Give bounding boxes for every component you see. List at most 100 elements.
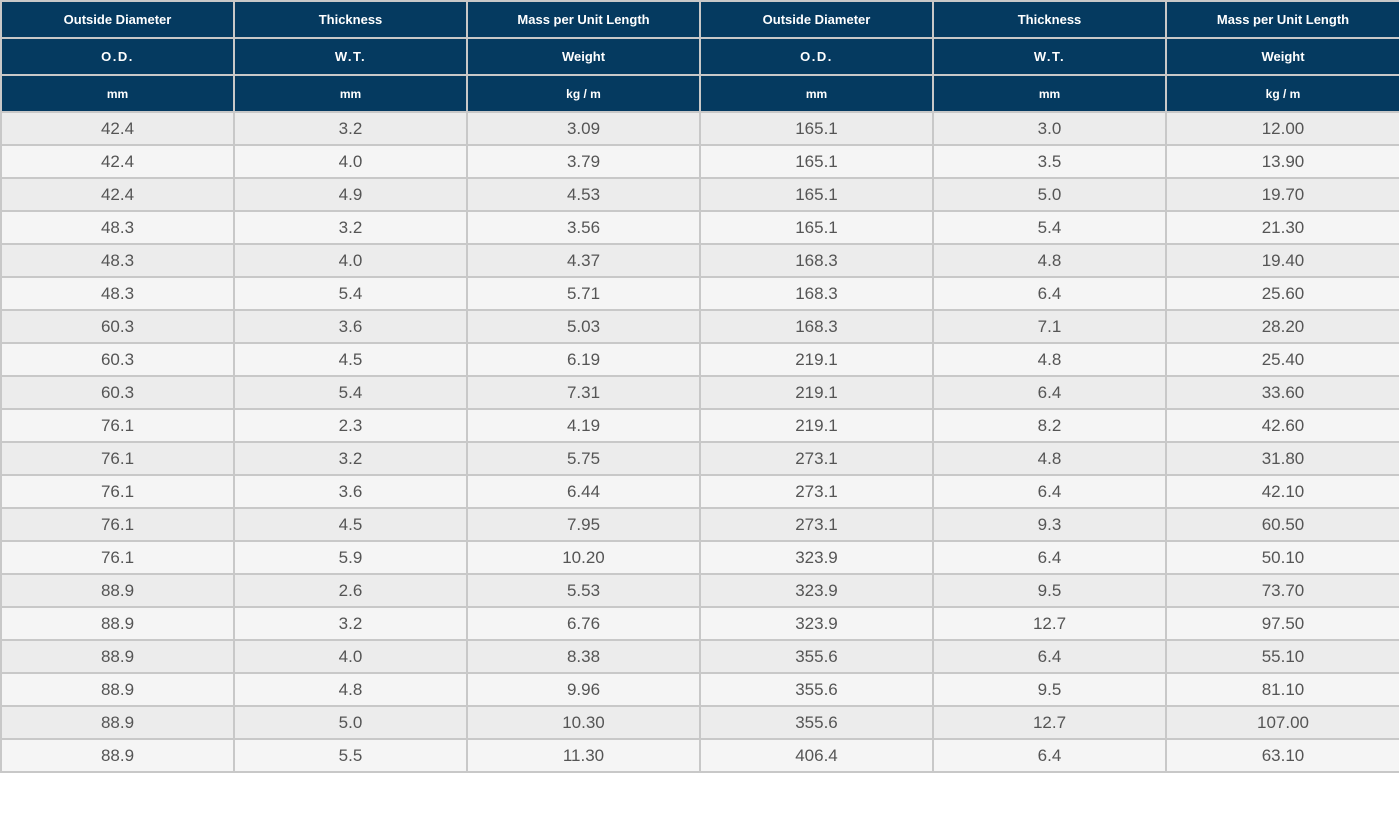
table-cell: 3.09	[466, 111, 701, 146]
header-row-names: Outside Diameter Thickness Mass per Unit…	[0, 0, 1399, 39]
header-mass-per-unit-length-2: Mass per Unit Length	[1165, 0, 1399, 39]
table-cell: 6.4	[932, 375, 1167, 410]
table-cell: 6.4	[932, 639, 1167, 674]
table-row: 60.3 3.6 5.03 168.3 7.1 28.20	[0, 309, 1399, 344]
table-row: 42.4 4.0 3.79 165.1 3.5 13.90	[0, 144, 1399, 179]
table-cell: 76.1	[0, 474, 235, 509]
table-cell: 168.3	[699, 309, 934, 344]
table-row: 76.1 5.9 10.20 323.9 6.4 50.10	[0, 540, 1399, 575]
table-cell: 4.0	[233, 639, 468, 674]
table-row: 42.4 3.2 3.09 165.1 3.0 12.00	[0, 111, 1399, 146]
table-cell: 6.4	[932, 738, 1167, 773]
table-cell: 4.8	[233, 672, 468, 707]
table-cell: 4.8	[932, 441, 1167, 476]
table-row: 60.3 4.5 6.19 219.1 4.8 25.40	[0, 342, 1399, 377]
table-cell: 5.53	[466, 573, 701, 608]
table-cell: 9.5	[932, 573, 1167, 608]
table-cell: 323.9	[699, 606, 934, 641]
table-cell: 5.4	[233, 276, 468, 311]
table-cell: 9.3	[932, 507, 1167, 542]
header-thickness: Thickness	[233, 0, 468, 39]
table-row: 76.1 3.2 5.75 273.1 4.8 31.80	[0, 441, 1399, 476]
table-cell: 88.9	[0, 573, 235, 608]
table-cell: 5.4	[233, 375, 468, 410]
table-row: 76.1 2.3 4.19 219.1 8.2 42.60	[0, 408, 1399, 443]
table-cell: 4.37	[466, 243, 701, 278]
table-cell: 76.1	[0, 441, 235, 476]
table-row: 88.9 5.0 10.30 355.6 12.7 107.00	[0, 705, 1399, 740]
table-row: 88.9 2.6 5.53 323.9 9.5 73.70	[0, 573, 1399, 608]
table-cell: 4.5	[233, 342, 468, 377]
table-row: 76.1 4.5 7.95 273.1 9.3 60.50	[0, 507, 1399, 542]
table-cell: 76.1	[0, 507, 235, 542]
table-cell: 25.60	[1165, 276, 1399, 311]
table-cell: 9.5	[932, 672, 1167, 707]
table-cell: 3.2	[233, 210, 468, 245]
table-cell: 3.6	[233, 474, 468, 509]
table-cell: 12.7	[932, 606, 1167, 641]
table-cell: 12.00	[1165, 111, 1399, 146]
table-cell: 88.9	[0, 672, 235, 707]
table-cell: 50.10	[1165, 540, 1399, 575]
table-cell: 28.20	[1165, 309, 1399, 344]
table-cell: 323.9	[699, 573, 934, 608]
table-row: 88.9 5.5 11.30 406.4 6.4 63.10	[0, 738, 1399, 773]
table-cell: 4.5	[233, 507, 468, 542]
table-row: 42.4 4.9 4.53 165.1 5.0 19.70	[0, 177, 1399, 212]
table-row: 48.3 3.2 3.56 165.1 5.4 21.30	[0, 210, 1399, 245]
table-cell: 6.44	[466, 474, 701, 509]
table-cell: 4.8	[932, 243, 1167, 278]
table-cell: 13.90	[1165, 144, 1399, 179]
table-cell: 7.95	[466, 507, 701, 542]
table-cell: 8.2	[932, 408, 1167, 443]
table-cell: 165.1	[699, 210, 934, 245]
table-cell: 219.1	[699, 342, 934, 377]
table-cell: 5.71	[466, 276, 701, 311]
table-cell: 2.6	[233, 573, 468, 608]
table-cell: 3.2	[233, 606, 468, 641]
table-cell: 42.4	[0, 144, 235, 179]
pipe-weight-table: Outside Diameter Thickness Mass per Unit…	[0, 0, 1399, 773]
table-cell: 60.50	[1165, 507, 1399, 542]
table-cell: 88.9	[0, 639, 235, 674]
header-mass-per-unit-length: Mass per Unit Length	[466, 0, 701, 39]
table-row: 48.3 5.4 5.71 168.3 6.4 25.60	[0, 276, 1399, 311]
table-cell: 11.30	[466, 738, 701, 773]
table-header: Outside Diameter Thickness Mass per Unit…	[0, 0, 1399, 113]
table-cell: 97.50	[1165, 606, 1399, 641]
header-od-2: O.D.	[699, 37, 934, 76]
table-cell: 10.20	[466, 540, 701, 575]
table-cell: 4.0	[233, 144, 468, 179]
table-cell: 3.0	[932, 111, 1167, 146]
table-cell: 4.8	[932, 342, 1167, 377]
table-cell: 165.1	[699, 177, 934, 212]
table-cell: 219.1	[699, 408, 934, 443]
table-cell: 5.5	[233, 738, 468, 773]
header-row-abbreviations: O.D. W.T. Weight O.D. W.T. Weight	[0, 37, 1399, 76]
table-cell: 88.9	[0, 705, 235, 740]
table-cell: 8.38	[466, 639, 701, 674]
table-cell: 3.2	[233, 111, 468, 146]
header-outside-diameter: Outside Diameter	[0, 0, 235, 39]
table-cell: 5.0	[932, 177, 1167, 212]
table-cell: 3.2	[233, 441, 468, 476]
table-cell: 107.00	[1165, 705, 1399, 740]
table-cell: 42.10	[1165, 474, 1399, 509]
table-cell: 21.30	[1165, 210, 1399, 245]
table-cell: 4.53	[466, 177, 701, 212]
table-cell: 168.3	[699, 276, 934, 311]
header-unit-weight: kg / m	[466, 74, 701, 113]
table-cell: 60.3	[0, 342, 235, 377]
table-cell: 76.1	[0, 540, 235, 575]
table-cell: 9.96	[466, 672, 701, 707]
header-unit-od: mm	[0, 74, 235, 113]
table-cell: 10.30	[466, 705, 701, 740]
table-cell: 355.6	[699, 672, 934, 707]
table-cell: 355.6	[699, 705, 934, 740]
header-unit-wt-2: mm	[932, 74, 1167, 113]
table-row: 88.9 3.2 6.76 323.9 12.7 97.50	[0, 606, 1399, 641]
table-cell: 219.1	[699, 375, 934, 410]
table-cell: 4.9	[233, 177, 468, 212]
table-cell: 323.9	[699, 540, 934, 575]
header-wt-2: W.T.	[932, 37, 1167, 76]
